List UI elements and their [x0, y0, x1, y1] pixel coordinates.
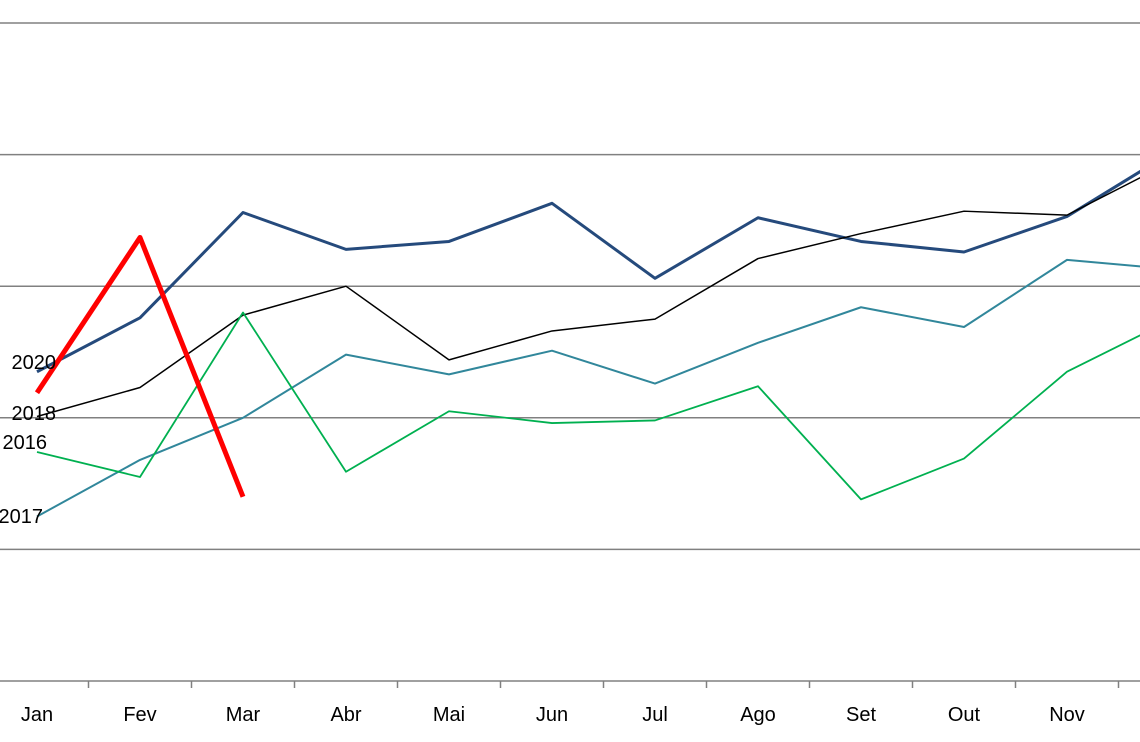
x-tick-label: Abr: [330, 704, 361, 726]
series-label: 2017: [0, 506, 43, 528]
series-labels: 2020 2018 2017 2016: [0, 352, 56, 528]
series-line: [36, 311, 1140, 501]
series-2018: [36, 176, 1140, 418]
x-tick-label: Set: [846, 704, 876, 726]
series-label: 2020: [12, 352, 57, 374]
x-tick-label: Fev: [123, 704, 156, 726]
x-tick-label: Jun: [536, 704, 568, 726]
gridlines: [0, 22, 1140, 551]
series-2020: [36, 169, 1140, 374]
x-tick-label: Mai: [433, 704, 465, 726]
series-line: [36, 258, 1140, 518]
series-lines: [34, 169, 1140, 518]
series-unlabeled: [34, 235, 246, 498]
x-axis: Jan Fev Mar Abr Mai Jun Jul Ago Set Out Nov: [0, 680, 1140, 726]
x-tick-label: Jan: [21, 704, 53, 726]
series-line: [36, 176, 1140, 418]
series-2016: [36, 311, 1140, 501]
x-tick-label: Mar: [226, 704, 261, 726]
series-label: 2016: [3, 432, 48, 454]
x-tick-label: Out: [948, 704, 981, 726]
series-line: [36, 169, 1140, 374]
series-2017: [36, 258, 1140, 518]
series-label: 2018: [12, 403, 57, 425]
x-tick-label: Nov: [1049, 704, 1085, 726]
x-tick-label: Ago: [740, 704, 776, 726]
series-line: [34, 235, 246, 498]
x-tick-label: Jul: [642, 704, 668, 726]
